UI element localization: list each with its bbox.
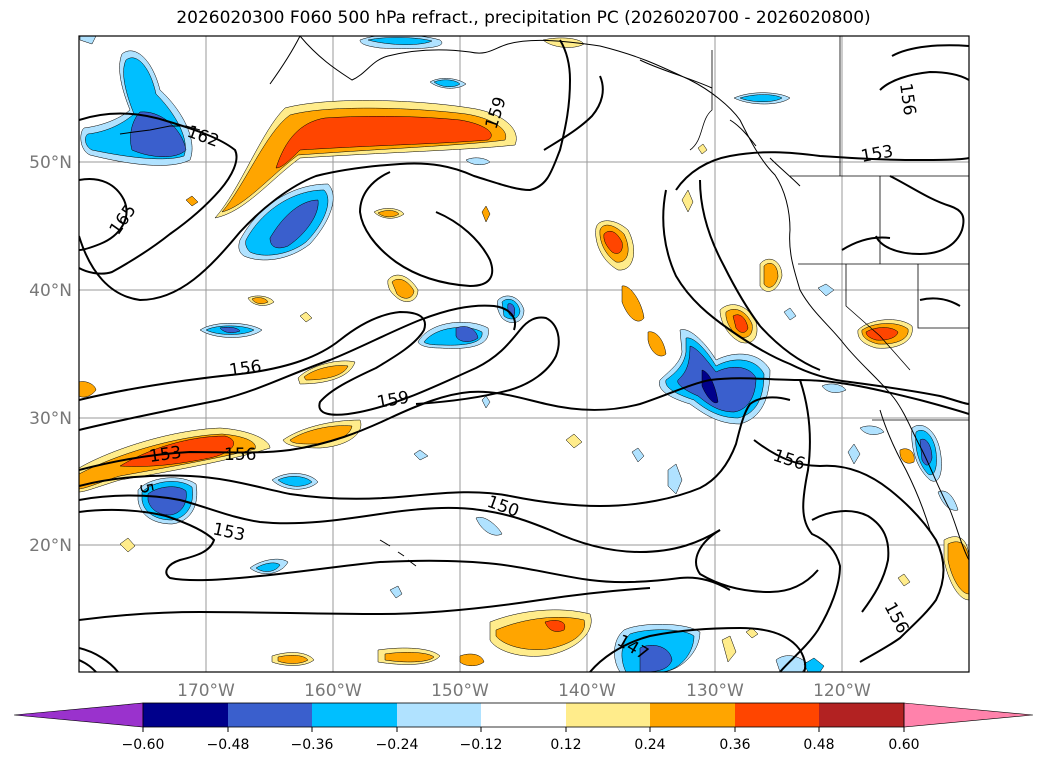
colorbar-segment [481, 703, 566, 727]
latitude-labels: 50°N 40°N 30°N 20°N [29, 153, 72, 556]
lat-label: 40°N [29, 281, 72, 301]
colorbar-segment [312, 703, 397, 727]
colorbar-segment [566, 703, 650, 727]
lon-label: 130°W [686, 681, 744, 701]
political-borders [689, 36, 969, 421]
contour-label: 153 [148, 443, 183, 467]
map-title: 2026020300 F060 500 hPa refract., precip… [176, 8, 871, 28]
longitude-labels: 170°W 160°W 150°W 140°W 130°W 120°W [177, 681, 871, 701]
contour-labels: 162 165 159 156 159 153 156 153 150 156 … [106, 82, 920, 665]
colorbar-high-extension [903, 702, 1034, 728]
colorbar-tick-label: −0.12 [460, 737, 503, 753]
colorbar-segment [228, 703, 312, 727]
colorbar-tick-label: −0.48 [207, 737, 250, 753]
colorbar-segment [819, 703, 904, 727]
colorbar-tick-label: −0.60 [122, 737, 165, 753]
map-plot-area: 162 165 159 156 159 153 156 153 150 156 … [79, 36, 969, 672]
contour-label: 156 [228, 357, 263, 381]
colorbar: −0.60 −0.48 −0.36 −0.24 −0.12 0.12 0.24 … [13, 702, 1034, 753]
colorbar-segment [143, 703, 228, 727]
colorbar-low-extension [13, 702, 144, 728]
positive-anomaly-areas [79, 37, 969, 666]
contour-label: 156 [224, 445, 256, 465]
coastlines [119, 36, 969, 567]
colorbar-segment [650, 703, 735, 727]
lon-label: 120°W [813, 681, 871, 701]
colorbar-segment [397, 703, 481, 727]
lon-label: 170°W [177, 681, 235, 701]
lon-label: 140°W [558, 681, 616, 701]
colorbar-tick-label: −0.36 [291, 737, 334, 753]
lon-label: 150°W [431, 681, 489, 701]
refractivity-contours [79, 39, 969, 672]
colorbar-tick-label: −0.24 [376, 737, 419, 753]
contour-label: 156 [895, 82, 919, 117]
lat-label: 30°N [29, 409, 72, 429]
lat-label: 50°N [29, 153, 72, 173]
negative-anomaly-areas [79, 36, 959, 672]
map-frame [78, 35, 970, 673]
colorbar-tick-label: 0.12 [550, 737, 581, 753]
colorbar-tick-label: 0.60 [888, 737, 919, 753]
colorbar-tick-label: 0.36 [719, 737, 750, 753]
colorbar-segment [735, 703, 819, 727]
contour-label: 5 [135, 481, 157, 495]
colorbar-tick-label: 0.48 [803, 737, 834, 753]
lat-label: 20°N [29, 536, 72, 556]
colorbar-tick-label: 0.24 [634, 737, 665, 753]
lon-label: 160°W [304, 681, 362, 701]
